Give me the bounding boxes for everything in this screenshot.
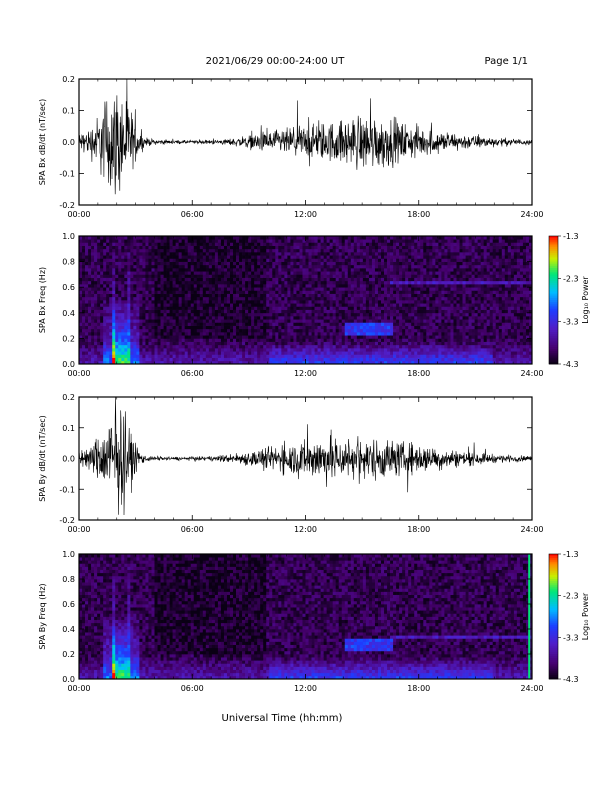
y-axis-title: SPA Bx Freq (Hz) [38, 267, 47, 333]
y-tick-label: 0.6 [62, 600, 75, 609]
x-tick-label: 00:00 [67, 684, 90, 693]
x-tick-label: 06:00 [181, 525, 204, 534]
y-axis-title: SPA By Freq (Hz) [38, 583, 47, 649]
y-tick-label: 1.0 [62, 232, 75, 241]
y-tick-label: 0.1 [62, 107, 75, 116]
panel-3: 00:00 06:00 12:00 18:00 24:00 0.2 0.1 0.0 -0.1 -0… [38, 393, 544, 534]
y-tick-label: -0.1 [59, 170, 75, 179]
colorbar-tick-label: -4.3 [563, 360, 579, 369]
colorbar-tick-label: -1.3 [563, 232, 579, 241]
colorbar-tick-label: -3.3 [563, 633, 579, 642]
x-tick-label: 24:00 [520, 525, 543, 534]
y-tick-label: 0.2 [62, 393, 75, 402]
y-tick-label: 0.8 [62, 258, 75, 267]
spectrogram [79, 554, 533, 680]
colorbar-tick-label: -1.3 [563, 550, 579, 559]
x-tick-label: 24:00 [520, 684, 543, 693]
x-axis-title: Universal Time (hh:mm) [222, 713, 343, 724]
y-tick-label: -0.1 [59, 485, 75, 494]
y-tick-label: 1.0 [62, 550, 75, 559]
colorbar-label: Log₁₀ Power [581, 592, 590, 640]
x-tick-label: 18:00 [407, 210, 430, 219]
colorbar-tick-label: -2.3 [563, 592, 579, 601]
x-tick-label: 12:00 [294, 684, 317, 693]
y-tick-label: 0.0 [62, 360, 75, 369]
panel-4: -1.3 -2.3 -3.3 -4.3 Log₁₀ Power 00:00 06:00 12:… [38, 550, 590, 693]
x-tick-label: 12:00 [294, 369, 317, 378]
page-indicator: Page 1/1 [485, 56, 528, 67]
figure-title: 2021/06/29 00:00-24:00 UT [206, 56, 346, 67]
y-tick-label: 0.0 [62, 138, 75, 147]
y-tick-label: 0.1 [62, 424, 75, 433]
y-tick-label: 0.6 [62, 283, 75, 292]
y-tick-label: 0.8 [62, 575, 75, 584]
colorbar-tick-label: -3.3 [563, 317, 579, 326]
x-tick-label: 06:00 [181, 684, 204, 693]
y-tick-label: 0.4 [62, 309, 75, 318]
colorbar-label: Log₁₀ Power [581, 276, 590, 324]
y-tick-label: -0.2 [59, 516, 75, 525]
panel-2: -1.3 -2.3 -3.3 -4.3 Log₁₀ Power 00:00 06:00 12:… [38, 232, 590, 378]
x-tick-label: 00:00 [67, 369, 90, 378]
spectrogram-line [528, 554, 531, 679]
x-tick-label: 00:00 [67, 210, 90, 219]
y-tick-label: 0.2 [62, 650, 75, 659]
colorbar: -1.3 -2.3 -3.3 -4.3 Log₁₀ Power [548, 232, 590, 369]
colorbar-tick-label: -2.3 [563, 275, 579, 284]
y-axis-title: SPA By dB/dt (nT/sec) [38, 415, 47, 502]
panel-1: 00:00 06:00 12:00 18:00 24:00 0.2 0.1 0.0 -0.1 -0… [38, 75, 544, 219]
x-tick-label: 18:00 [407, 525, 430, 534]
series-line [78, 78, 533, 195]
y-tick-label: 0.2 [62, 75, 75, 84]
x-tick-label: 06:00 [181, 369, 204, 378]
y-tick-label: -0.2 [59, 201, 75, 210]
y-axis-title: SPA Bx dB/dt (nT/sec) [38, 99, 47, 186]
y-tick-label: 0.2 [62, 334, 75, 343]
y-tick-label: 0.4 [62, 625, 75, 634]
x-tick-label: 12:00 [294, 525, 317, 534]
x-tick-label: 18:00 [407, 684, 430, 693]
y-tick-label: 0.0 [62, 455, 75, 464]
x-tick-label: 24:00 [520, 210, 543, 219]
x-tick-label: 00:00 [67, 525, 90, 534]
series-line [78, 396, 533, 516]
x-tick-label: 12:00 [294, 210, 317, 219]
colorbar: -1.3 -2.3 -3.3 -4.3 Log₁₀ Power [548, 550, 590, 684]
colorbar-tick-label: -4.3 [563, 675, 579, 684]
x-tick-label: 24:00 [520, 369, 543, 378]
x-tick-label: 06:00 [181, 210, 204, 219]
y-tick-label: 0.0 [62, 675, 75, 684]
x-tick-label: 18:00 [407, 369, 430, 378]
spectrogram [79, 236, 533, 365]
